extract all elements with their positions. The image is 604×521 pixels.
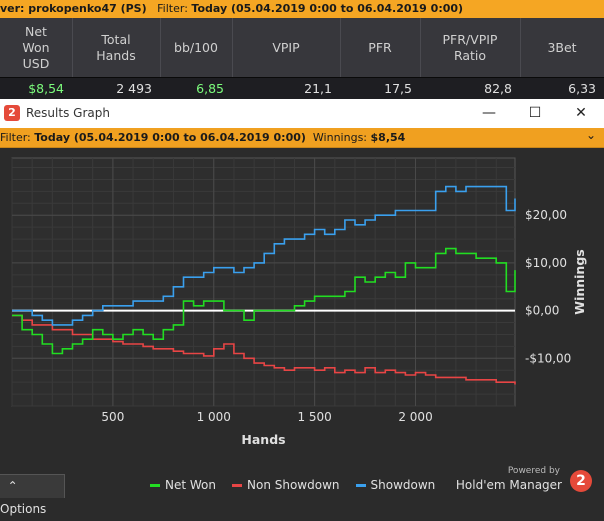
stats-value-1: 2 493 bbox=[116, 81, 152, 96]
options-label: ⌃ Options bbox=[0, 479, 47, 516]
stats-value-5: 82,8 bbox=[484, 81, 512, 96]
winnings-label: Winnings: bbox=[312, 131, 368, 144]
powered-by-text: Powered by bbox=[507, 466, 560, 476]
maximize-button[interactable]: ☐ bbox=[528, 105, 542, 121]
stats-header-5[interactable]: PFR/VPIP Ratio bbox=[442, 31, 498, 63]
window-titlebar: 2 Results Graph — ☐ ✕ bbox=[0, 99, 604, 128]
legend-swatch bbox=[150, 483, 160, 487]
stats-value-4: 17,5 bbox=[384, 81, 412, 96]
results-graph: 500 1 000 1 500 2 000 -$10,00 $0,00 $10,00 $20,… bbox=[0, 148, 604, 497]
plot-area bbox=[11, 157, 516, 407]
player-label: ver: prokopenko47 (PS) bbox=[0, 2, 147, 15]
legend-label: Showdown bbox=[370, 478, 436, 492]
stats-value-2: 6,85 bbox=[196, 81, 224, 96]
x-tick-label: 1 500 bbox=[297, 410, 331, 424]
chevron-down-icon[interactable]: ⌄ bbox=[585, 128, 596, 142]
close-button[interactable]: ✕ bbox=[575, 105, 587, 121]
y-tick-label: $20,00 bbox=[525, 208, 567, 222]
y-axis-title: Winnings bbox=[572, 249, 587, 314]
series-line-non-showdown bbox=[12, 314, 516, 385]
top-filter-bar: ver: prokopenko47 (PS) Filter: Today (05… bbox=[0, 0, 604, 18]
options-button[interactable]: ⌃ Options bbox=[0, 474, 65, 516]
winnings-value: $8,54 bbox=[370, 131, 406, 144]
x-tick-label: 1 000 bbox=[197, 410, 231, 424]
stats-header-4[interactable]: PFR bbox=[368, 39, 392, 55]
legend-item-showdown[interactable]: Showdown bbox=[355, 476, 436, 494]
chart-legend: Net Won Non Showdown Showdown bbox=[150, 476, 435, 494]
graph-filter-bar: Filter: Today (05.04.2019 0:00 to 06.04.… bbox=[0, 128, 604, 148]
x-axis-title: Hands bbox=[241, 432, 285, 447]
legend-swatch bbox=[355, 483, 366, 487]
y-tick-label: -$10,00 bbox=[525, 351, 571, 365]
brand-name: Hold'em Manager bbox=[455, 478, 562, 492]
graph-filter-label: Filter: bbox=[0, 131, 31, 144]
stats-header-6[interactable]: 3Bet bbox=[547, 39, 577, 55]
window-title: Results Graph bbox=[26, 106, 110, 120]
series-line-net-won bbox=[12, 247, 516, 355]
graph-filter-value[interactable]: Today (05.04.2019 0:00 to 06.04.2019 0:0… bbox=[34, 131, 306, 144]
results-chart: 500 1 000 1 500 2 000 -$10,00 $0,00 $10,00 $20,… bbox=[11, 157, 587, 447]
x-tick-label: 2 000 bbox=[398, 410, 432, 424]
app-logo-icon: 2 bbox=[4, 105, 20, 121]
y-tick-label: $0,00 bbox=[525, 304, 559, 318]
stats-header-3[interactable]: VPIP bbox=[272, 39, 300, 55]
legend-label: Net Won bbox=[165, 478, 216, 492]
series-line-showdown bbox=[12, 185, 516, 326]
legend-item-net-won[interactable]: Net Won bbox=[150, 476, 216, 494]
filter-value[interactable]: Today (05.04.2019 0:00 to 06.04.2019 0:0… bbox=[191, 2, 464, 15]
legend-label: Non Showdown bbox=[247, 478, 340, 492]
minimize-button[interactable]: — bbox=[482, 105, 496, 121]
legend-swatch bbox=[232, 483, 242, 487]
stats-header-0[interactable]: Net Won USD bbox=[22, 23, 50, 71]
stats-header-2[interactable]: bb/100 bbox=[174, 39, 218, 55]
stats-header-1[interactable]: Total Hands bbox=[96, 31, 136, 63]
y-tick-label: $10,00 bbox=[525, 256, 567, 270]
stats-value-3: 21,1 bbox=[304, 81, 332, 96]
x-tick-label: 500 bbox=[101, 410, 124, 424]
stats-value-0: $8,54 bbox=[28, 81, 64, 96]
stats-value-6: 6,33 bbox=[568, 81, 596, 96]
brand-logo-icon: 2 bbox=[570, 470, 592, 492]
stats-values-row: $8,54 2 493 6,85 21,1 17,5 82,8 6,33 bbox=[0, 77, 604, 100]
legend-item-non-showdown[interactable]: Non Showdown bbox=[232, 476, 340, 494]
filter-label: Filter: bbox=[157, 2, 188, 15]
stats-header-row: Net Won USD Total Hands bb/100 VPIP PFR PFR/VPIP… bbox=[0, 18, 604, 77]
